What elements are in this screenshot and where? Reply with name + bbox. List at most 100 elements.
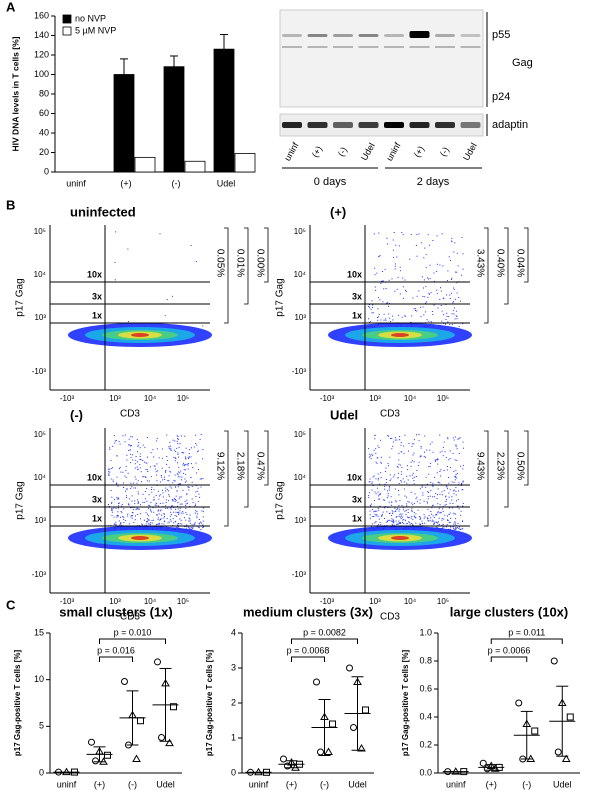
event-dot [407, 465, 408, 467]
event-dot [202, 510, 204, 512]
event-dot [135, 456, 137, 457]
event-dot [456, 459, 458, 461]
event-dot [382, 280, 384, 282]
event-dot [460, 300, 461, 302]
event-dot [148, 480, 150, 482]
event-dot [137, 451, 138, 453]
blot-band [460, 46, 481, 48]
x-tick-label: uninf [446, 779, 466, 789]
event-dot [451, 237, 453, 239]
event-dot [397, 523, 399, 525]
event-dot [420, 242, 422, 244]
p-value: p = 0.0082 [303, 627, 346, 637]
event-dot [371, 453, 373, 455]
event-dot [443, 441, 445, 443]
event-dot [437, 527, 439, 529]
event-dot [370, 455, 371, 457]
event-dot [116, 515, 118, 516]
event-dot [134, 503, 136, 505]
event-dot [439, 523, 440, 525]
event-dot [446, 312, 448, 314]
event-dot [458, 490, 459, 492]
event-dot [148, 523, 149, 525]
event-dot [416, 255, 418, 257]
event-dot [392, 249, 394, 251]
event-dot [385, 319, 387, 321]
event-dot [389, 487, 391, 489]
data-point [483, 765, 491, 773]
event-dot [179, 523, 181, 525]
event-dot [377, 317, 378, 318]
event-dot [456, 318, 458, 320]
data-point [490, 764, 500, 772]
event-dot [379, 493, 381, 495]
event-dot [189, 518, 191, 520]
event-dot [448, 496, 450, 498]
percent-label: 9.12% [214, 452, 225, 480]
event-dot [380, 477, 382, 479]
event-dot [185, 519, 187, 521]
event-dot [173, 449, 175, 451]
event-dot [175, 451, 177, 453]
plot-title: Udel [330, 407, 358, 422]
event-dot [373, 449, 375, 451]
event-dot [418, 290, 420, 292]
event-dot [156, 470, 158, 472]
event-dot [406, 482, 408, 484]
data-point [531, 727, 539, 735]
event-dot [451, 241, 453, 243]
event-dot [410, 234, 412, 235]
event-dot [189, 505, 191, 507]
event-dot [137, 444, 139, 446]
event-dot [156, 514, 158, 516]
event-dot [177, 527, 179, 529]
y-tick-label: 10⁴ [294, 270, 307, 279]
event-dot [369, 510, 371, 512]
event-dot [392, 315, 394, 317]
y-tick-label: 10³ [294, 516, 306, 525]
event-dot [446, 315, 448, 317]
blot-band [358, 122, 379, 128]
event-dot [407, 516, 408, 518]
event-dot [375, 521, 377, 523]
event-dot [115, 523, 117, 525]
event-dot [445, 500, 447, 502]
event-dot [416, 434, 417, 436]
event-dot [187, 463, 189, 464]
y-tick-label: 2 [231, 697, 236, 707]
event-dot [153, 519, 155, 521]
event-dot [139, 467, 141, 469]
event-dot [121, 505, 123, 507]
event-dot [170, 513, 172, 515]
event-dot [442, 265, 444, 267]
event-dot [383, 499, 385, 501]
gate-label: 1x [352, 513, 362, 523]
event-dot [377, 495, 379, 497]
event-dot [114, 442, 116, 444]
event-dot [437, 494, 438, 496]
event-dot [389, 480, 391, 481]
event-dot [391, 438, 393, 439]
event-dot [398, 483, 400, 484]
event-dot [197, 513, 198, 515]
event-dot [399, 293, 401, 295]
event-dot [441, 233, 443, 235]
event-dot [134, 500, 136, 502]
event-dot [184, 481, 186, 483]
event-dot [369, 456, 370, 458]
event-dot [187, 456, 189, 458]
event-dot [116, 482, 118, 484]
event-dot [119, 466, 121, 468]
event-dot [144, 501, 146, 503]
x-tick-label: 10³ [369, 597, 381, 606]
event-dot [117, 515, 119, 516]
event-dot [423, 257, 425, 259]
event-dot [174, 480, 176, 482]
event-dot [410, 517, 412, 519]
event-dot [198, 523, 200, 525]
event-dot [175, 500, 177, 502]
event-dot [370, 308, 372, 310]
event-dot [441, 310, 443, 312]
blot-band [358, 46, 379, 48]
event-dot [178, 438, 179, 440]
